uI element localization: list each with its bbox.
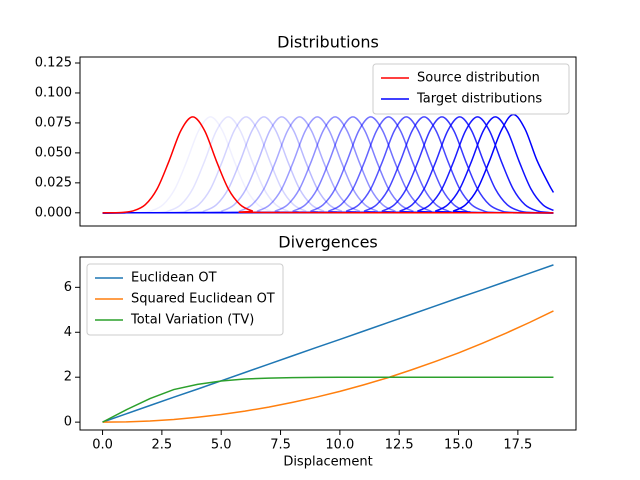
line [102, 116, 554, 214]
y-tick-label: 0.100 [35, 85, 72, 100]
y-tick-label: 4 [64, 325, 72, 340]
legend-label: Source distribution [417, 71, 540, 86]
y-tick-label: 0.050 [35, 145, 72, 160]
axes-frame [79, 56, 577, 227]
line [102, 116, 554, 214]
x-tick-label: 2.5 [152, 438, 173, 453]
line [102, 376, 554, 423]
axes-title: Distributions [277, 33, 379, 52]
y-tick-label: 0.025 [35, 175, 72, 190]
legend-label: Target distributions [416, 92, 542, 107]
x-tick-label: 15.0 [444, 438, 473, 453]
x-tick-label: 17.5 [503, 438, 532, 453]
line [102, 116, 554, 214]
line [102, 310, 554, 423]
legend-label: Euclidean OT [131, 271, 217, 286]
line [102, 116, 554, 214]
y-tick-label: 0.075 [35, 115, 72, 130]
x-tick-label: 0.0 [92, 438, 113, 453]
x-axis-label: Displacement [283, 455, 372, 470]
line [102, 116, 554, 214]
legend-frame [372, 63, 570, 115]
plot-area [102, 264, 554, 423]
plot-area [102, 113, 555, 214]
x-tick-label: 7.5 [270, 438, 291, 453]
line [102, 116, 554, 214]
y-tick-label: 2 [64, 370, 72, 385]
line [102, 116, 554, 214]
y-tick-label: 0.000 [35, 205, 72, 220]
x-tick-label: 10.0 [325, 438, 354, 453]
line [102, 116, 554, 214]
y-tick-label: 0 [64, 415, 72, 430]
line [102, 116, 554, 214]
x-tick-label: 5.0 [211, 438, 232, 453]
axes-title: Divergences [278, 233, 378, 252]
legend: Euclidean OT Squared Euclidean OT Total Va… [86, 263, 284, 336]
x-tick-label: 12.5 [385, 438, 414, 453]
line [102, 264, 554, 423]
legend-frame [86, 263, 284, 336]
y-tick-label: 6 [64, 280, 72, 295]
legend-label: Squared Euclidean OT [131, 292, 275, 307]
axes-frame [79, 256, 577, 431]
legend: Source distribution Target distributions [372, 63, 570, 115]
legend-label: Total Variation (TV) [130, 313, 254, 328]
y-tick-label: 0.125 [35, 55, 72, 70]
